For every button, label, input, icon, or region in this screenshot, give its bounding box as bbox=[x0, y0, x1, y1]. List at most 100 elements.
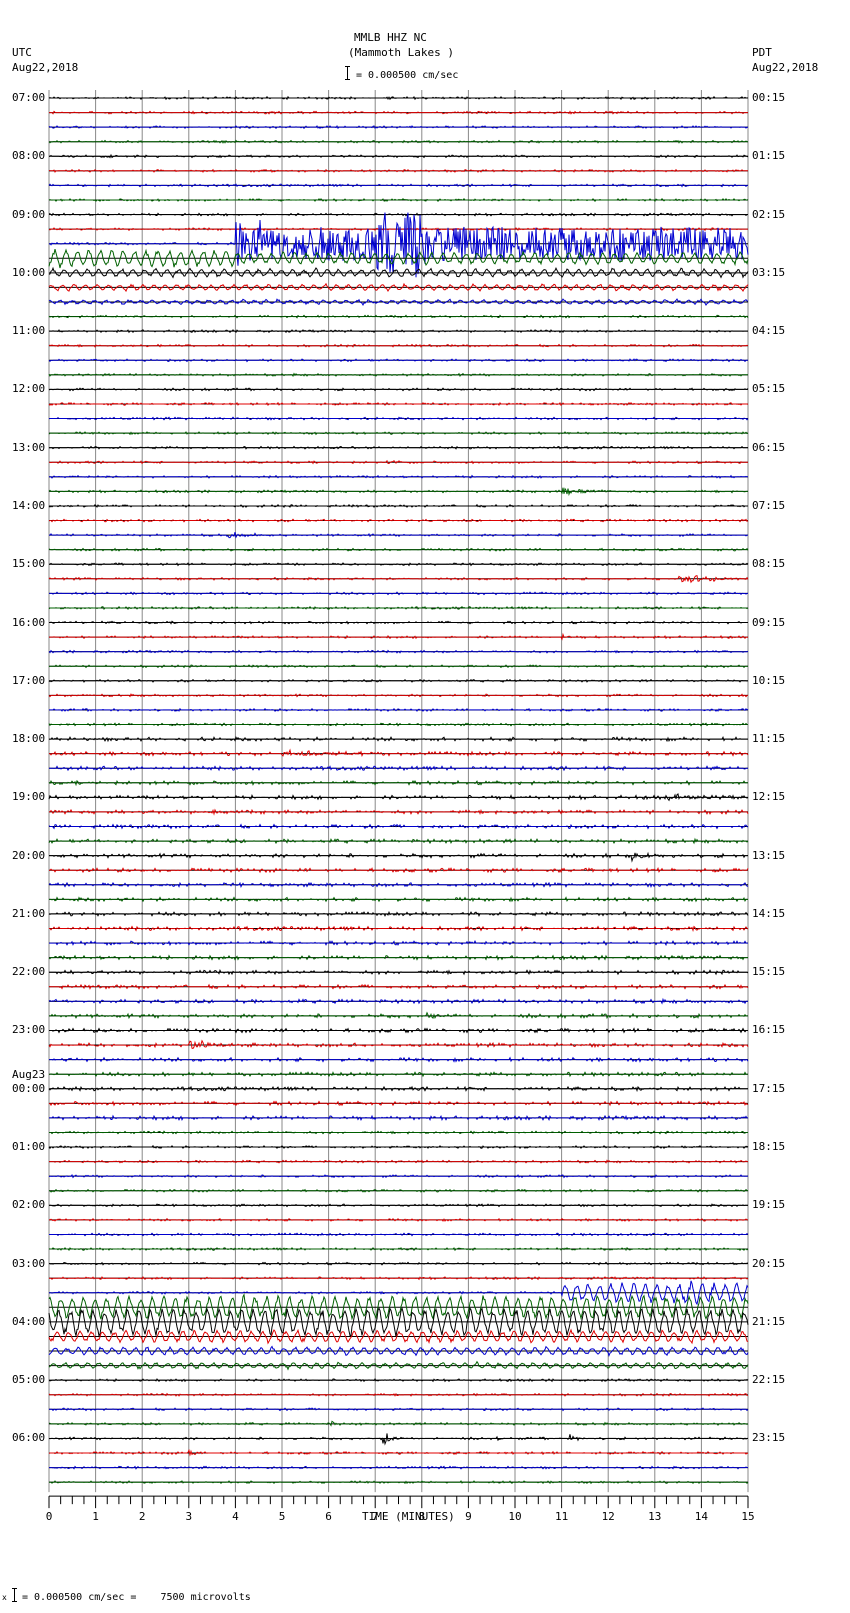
seismic-trace bbox=[49, 707, 749, 713]
seismic-trace bbox=[48, 1085, 748, 1093]
seismic-trace bbox=[49, 1276, 749, 1281]
seismic-trace bbox=[48, 282, 749, 293]
seismic-trace bbox=[49, 968, 749, 976]
seismic-trace bbox=[48, 881, 749, 889]
seismic-trace bbox=[48, 1071, 748, 1078]
utc-hour-label: 03:00 bbox=[12, 1256, 46, 1270]
seismic-trace bbox=[48, 910, 749, 918]
seismic-trace bbox=[48, 487, 749, 497]
pdt-hour-label: 07:15 bbox=[752, 498, 786, 512]
seismic-trace bbox=[48, 139, 748, 144]
right-date: Aug22,2018 bbox=[752, 61, 819, 74]
seismic-trace bbox=[48, 248, 749, 269]
left-timezone: UTC bbox=[12, 46, 32, 59]
pdt-hour-label: 08:15 bbox=[752, 557, 786, 571]
footer-scale-text: = 0.000500 cm/sec = 7500 microvolts bbox=[22, 1592, 251, 1603]
seismic-trace bbox=[49, 562, 749, 567]
x-tick-label: 15 bbox=[741, 1510, 754, 1523]
seismic-trace bbox=[49, 459, 748, 465]
utc-hour-label: 20:00 bbox=[12, 848, 46, 862]
seismic-trace bbox=[48, 314, 749, 319]
pdt-hour-label: 01:15 bbox=[752, 149, 786, 163]
seismic-trace bbox=[49, 851, 748, 863]
seismic-trace bbox=[49, 1480, 749, 1485]
seismic-trace bbox=[48, 779, 748, 787]
utc-hour-label: 09:00 bbox=[12, 207, 46, 221]
pdt-hour-label: 11:15 bbox=[752, 732, 786, 746]
pdt-hour-label: 02:15 bbox=[752, 207, 786, 221]
seismic-trace bbox=[48, 605, 749, 611]
seismic-trace bbox=[49, 474, 748, 479]
seismic-trace bbox=[48, 1039, 749, 1049]
seismic-trace bbox=[49, 531, 748, 539]
seismic-trace bbox=[48, 1280, 749, 1306]
seismic-trace bbox=[48, 678, 749, 683]
seismic-trace bbox=[49, 748, 749, 758]
footer-marker: x bbox=[2, 1593, 7, 1602]
seismic-trace bbox=[48, 431, 749, 436]
utc-hour-label: 12:00 bbox=[12, 382, 46, 396]
x-tick-label: 5 bbox=[279, 1510, 286, 1523]
x-tick-label: 6 bbox=[325, 1510, 332, 1523]
seismic-trace bbox=[48, 372, 748, 377]
seismic-trace bbox=[49, 1261, 749, 1266]
seismic-trace bbox=[48, 1328, 749, 1345]
seismic-trace bbox=[48, 503, 748, 508]
seismic-trace bbox=[49, 1232, 749, 1237]
seismic-trace bbox=[49, 329, 748, 334]
seismic-trace bbox=[48, 416, 749, 421]
seismic-trace bbox=[49, 1130, 748, 1135]
pdt-hour-label: 19:15 bbox=[752, 1198, 786, 1212]
pdt-hour-label: 09:15 bbox=[752, 615, 786, 629]
utc-hour-label: 16:00 bbox=[12, 615, 46, 629]
seismic-trace bbox=[49, 765, 748, 772]
utc-hour-label: 13:00 bbox=[12, 440, 46, 454]
utc-hour-label: 15:00 bbox=[12, 557, 46, 571]
seismic-trace bbox=[49, 1114, 749, 1121]
utc-hour-label: 10:00 bbox=[12, 265, 46, 279]
seismic-trace bbox=[48, 1100, 749, 1107]
station-location: (Mammoth Lakes ) bbox=[348, 46, 454, 59]
seismic-trace bbox=[48, 124, 749, 130]
seismic-trace bbox=[48, 445, 748, 450]
seismic-trace bbox=[48, 547, 749, 552]
x-tick-label: 2 bbox=[139, 1510, 146, 1523]
seismic-trace bbox=[49, 591, 748, 596]
utc-hour-label: 07:00 bbox=[12, 91, 46, 104]
pdt-hour-label: 21:15 bbox=[752, 1314, 786, 1328]
pdt-hour-label: 05:15 bbox=[752, 382, 786, 396]
seismic-trace bbox=[48, 1392, 749, 1397]
seismic-trace bbox=[48, 823, 749, 830]
seismic-trace bbox=[48, 693, 748, 698]
x-tick-label: 1 bbox=[92, 1510, 99, 1523]
right-timezone: PDT bbox=[752, 46, 772, 59]
seismic-trace bbox=[48, 358, 748, 363]
x-tick-label: 13 bbox=[648, 1510, 661, 1523]
seismic-trace bbox=[48, 95, 749, 101]
seismic-trace bbox=[48, 1306, 749, 1338]
x-tick-label: 14 bbox=[695, 1510, 709, 1523]
seismic-trace bbox=[48, 387, 749, 392]
seismic-trace bbox=[48, 837, 749, 845]
seismic-trace bbox=[49, 866, 749, 874]
seismic-trace bbox=[48, 736, 748, 743]
seismic-trace bbox=[48, 343, 749, 348]
seismic-trace bbox=[48, 1360, 749, 1371]
seismic-trace bbox=[49, 808, 749, 816]
utc-hour-label: 22:00 bbox=[12, 965, 46, 979]
utc-hour-label: 06:00 bbox=[12, 1431, 46, 1445]
seismic-trace bbox=[48, 198, 749, 202]
seismic-trace bbox=[48, 793, 749, 802]
date-change-label: Aug23 bbox=[12, 1067, 46, 1081]
x-tick-label: 12 bbox=[602, 1510, 615, 1523]
seismic-trace bbox=[48, 266, 749, 279]
seismic-trace bbox=[48, 168, 748, 173]
seismic-trace bbox=[48, 1448, 749, 1457]
seismic-trace bbox=[49, 1056, 749, 1063]
utc-hour-label: 19:00 bbox=[12, 790, 46, 804]
seismic-trace bbox=[49, 632, 749, 641]
seismic-trace bbox=[48, 1420, 749, 1427]
station-title: MMLB HHZ NC bbox=[354, 31, 427, 44]
seismic-trace bbox=[48, 1293, 749, 1321]
